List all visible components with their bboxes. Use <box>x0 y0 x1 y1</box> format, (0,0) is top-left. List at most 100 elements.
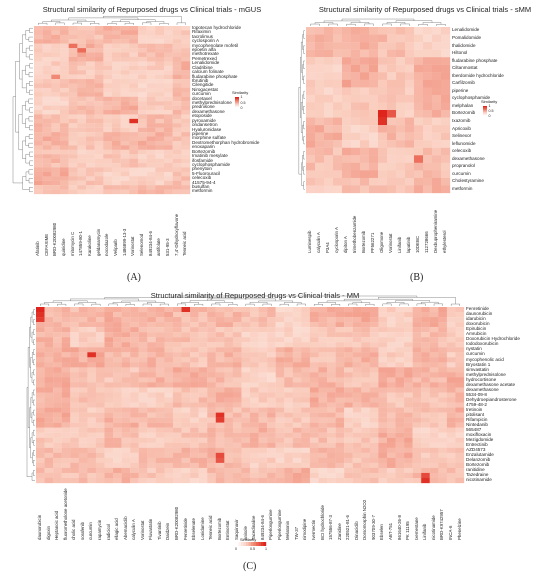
heatmap-cell <box>292 467 302 474</box>
heatmap-cell <box>198 312 208 318</box>
heatmap-cell <box>404 432 413 438</box>
heatmap-cell <box>164 337 174 343</box>
heatmap-cell <box>70 322 79 328</box>
heatmap-cell <box>78 342 88 348</box>
heatmap-cell <box>395 407 405 413</box>
heatmap-cell <box>315 79 325 88</box>
heatmap-cell <box>306 72 316 80</box>
heatmap-cell <box>386 312 396 318</box>
heatmap-cell <box>306 140 316 148</box>
heatmap-cell <box>61 347 71 353</box>
heatmap-cell <box>121 377 131 383</box>
heatmap-cell <box>78 377 88 383</box>
heatmap-cell <box>190 437 199 443</box>
heatmap-cell <box>352 332 362 338</box>
heatmap-cell <box>130 467 139 474</box>
heatmap-cell <box>351 49 361 58</box>
column-label: radicicol <box>105 523 111 540</box>
heatmap-cell <box>215 357 225 363</box>
heatmap-cell <box>215 432 225 438</box>
heatmap-cell <box>147 422 156 428</box>
heatmap-cell <box>198 367 208 373</box>
heatmap-cell <box>138 437 148 443</box>
heatmap-cell <box>429 447 439 453</box>
heatmap-cell <box>432 170 442 179</box>
heatmap-cell <box>378 162 388 171</box>
heatmap-cell <box>315 140 325 148</box>
heatmap-cell <box>258 422 268 428</box>
heatmap-cell <box>318 337 328 343</box>
heatmap-cell <box>138 176 147 181</box>
heatmap-cell <box>361 462 370 469</box>
heatmap-cell <box>172 96 182 102</box>
heatmap-cell <box>44 347 54 353</box>
heatmap-cell <box>438 347 448 353</box>
heatmap-cell <box>36 447 45 453</box>
heatmap-cell <box>414 125 424 133</box>
heatmap-cell <box>224 467 234 474</box>
heatmap-cell <box>103 180 113 186</box>
heatmap-cell <box>103 167 113 173</box>
heatmap-cell <box>42 61 52 66</box>
heatmap-cell <box>94 39 104 44</box>
heatmap-cell <box>172 337 182 343</box>
heatmap-cell <box>53 457 62 464</box>
heatmap-cell <box>429 332 439 338</box>
heatmap-cell <box>404 462 413 469</box>
heatmap-cell <box>138 92 147 97</box>
heatmap-cell <box>42 127 52 133</box>
heatmap-cell <box>112 167 121 173</box>
heatmap-cell <box>284 317 293 323</box>
column-label: Dorsomorphin N2O2 <box>362 499 368 540</box>
column-label: Tivantinib <box>156 521 162 540</box>
heatmap-cell <box>361 377 370 383</box>
column-label: daunorubicin <box>37 514 43 540</box>
heatmap-cell <box>42 65 52 71</box>
heatmap-cell <box>112 70 121 75</box>
heatmap-cell <box>352 442 362 448</box>
heatmap-cell <box>95 452 105 459</box>
heatmap-cell <box>104 472 114 479</box>
heatmap-cell <box>53 312 62 318</box>
heatmap-cell <box>224 337 234 343</box>
heatmap-cell <box>333 64 343 73</box>
heatmap-cell <box>95 422 105 428</box>
heatmap-cell <box>395 377 405 383</box>
heatmap-cell <box>361 402 370 408</box>
column-label: Abemaciclib <box>122 516 128 540</box>
heatmap-cell <box>455 412 465 418</box>
heatmap-cell <box>181 149 191 155</box>
heatmap-cell <box>378 477 388 484</box>
row-label: curcumin <box>192 91 211 97</box>
heatmap-cell <box>42 70 52 75</box>
heatmap-cell <box>387 177 397 186</box>
heatmap-cell <box>333 110 343 118</box>
heatmap-cell <box>301 397 311 403</box>
heatmap-cell <box>309 382 319 388</box>
heatmap-cell <box>147 372 156 378</box>
heatmap-cell <box>70 472 79 479</box>
heatmap-cell <box>164 118 173 124</box>
heatmap-cell <box>138 56 147 62</box>
heatmap-cell <box>324 94 334 103</box>
heatmap-cell <box>129 26 139 31</box>
heatmap-cell <box>327 472 336 479</box>
heatmap-cell <box>155 105 165 111</box>
heatmap-cell <box>432 87 442 96</box>
heatmap-cell <box>432 34 442 43</box>
heatmap-cell <box>198 362 208 368</box>
heatmap-cell <box>387 132 397 141</box>
heatmap-cell <box>155 114 165 119</box>
heatmap-cell <box>34 70 43 75</box>
heatmap-cell <box>215 382 225 388</box>
heatmap-cell <box>164 48 173 53</box>
heatmap-cell <box>224 402 234 408</box>
heatmap-cell <box>172 452 182 459</box>
heatmap-cell <box>387 34 397 43</box>
heatmap-cell <box>121 357 131 363</box>
heatmap-cell <box>113 412 122 418</box>
heatmap-cell <box>164 34 173 40</box>
heatmap-cell <box>68 140 78 146</box>
heatmap-cell <box>344 362 353 368</box>
heatmap-cell <box>361 437 370 443</box>
